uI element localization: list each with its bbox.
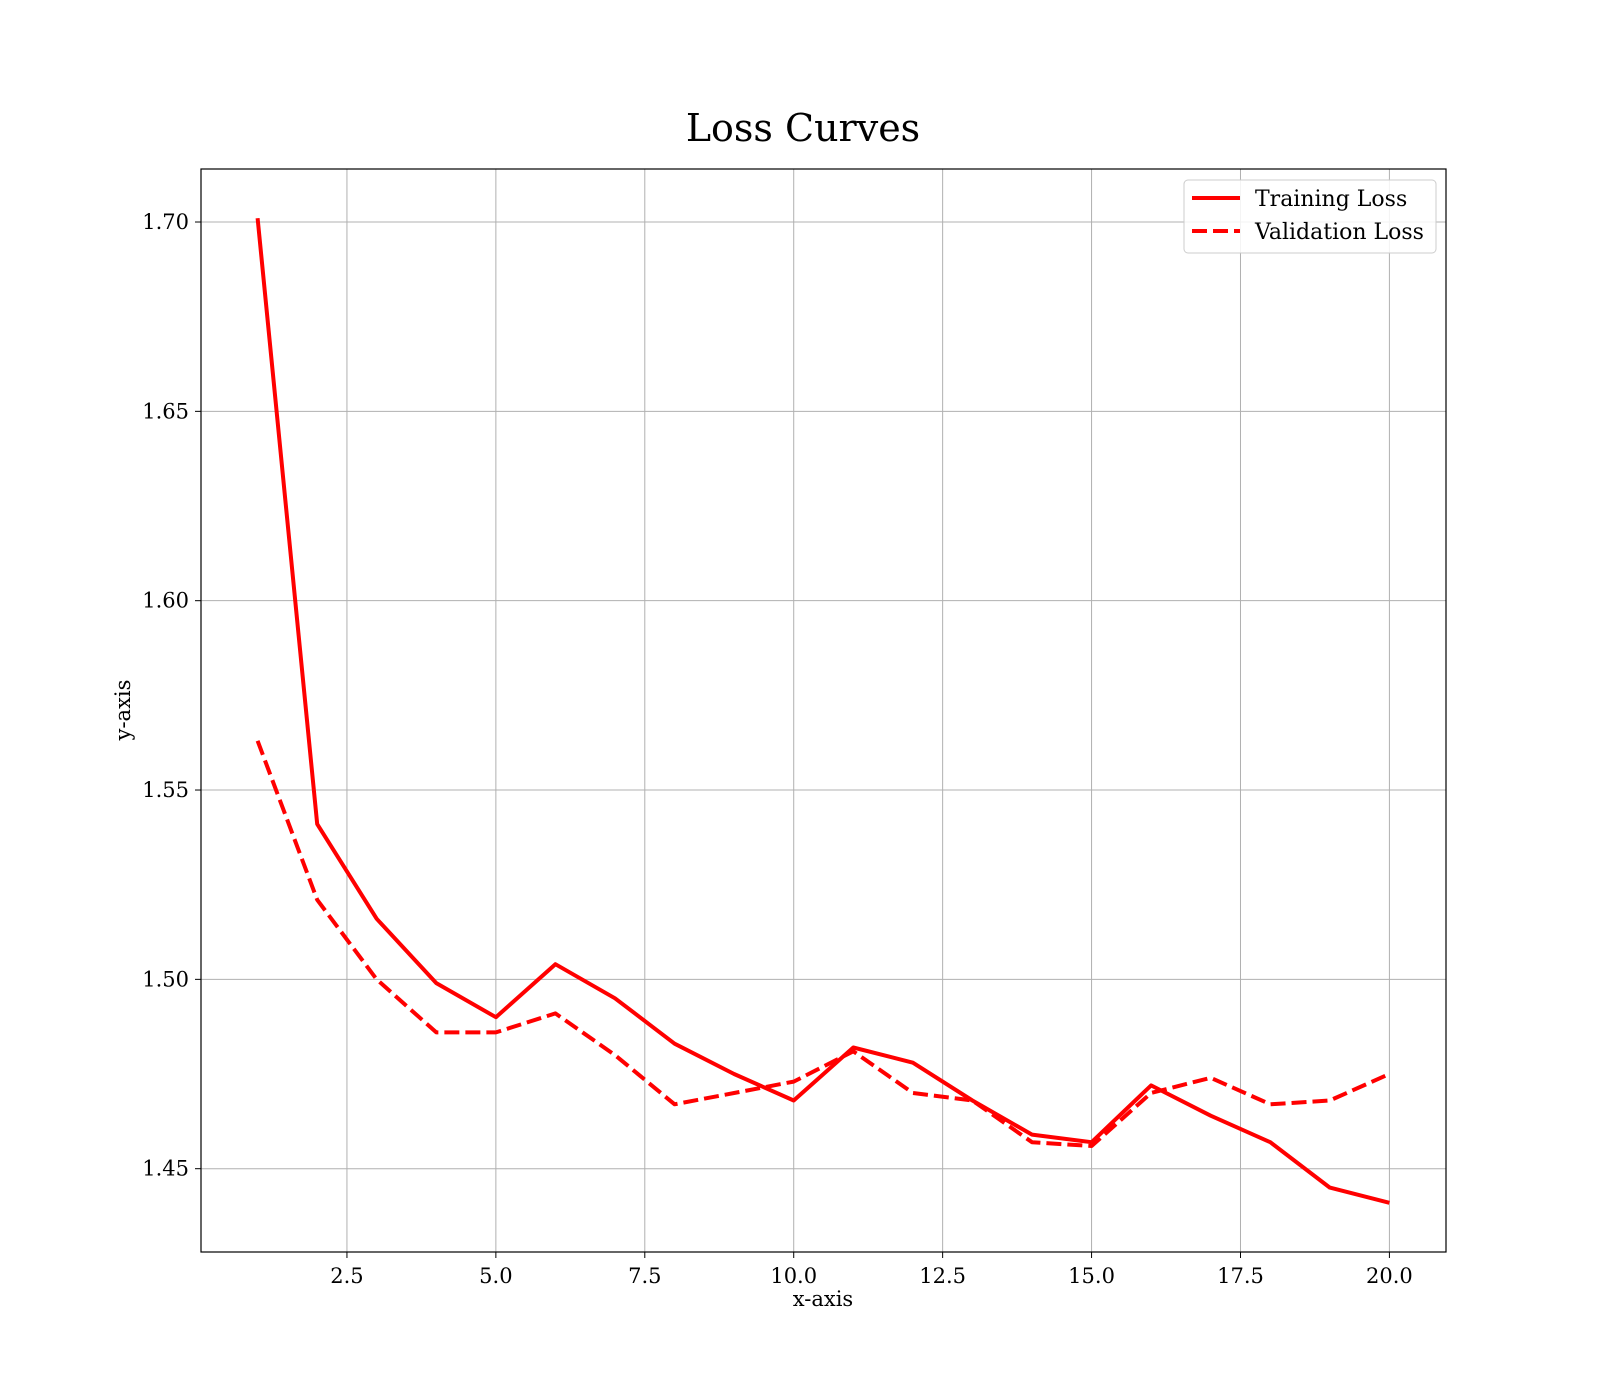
x-axis-label: x-axis — [793, 1287, 853, 1311]
y-tick-label: 1.55 — [142, 778, 189, 802]
y-tick-label: 1.70 — [142, 210, 189, 234]
x-tick-label: 10.0 — [770, 1264, 817, 1288]
y-tick-label: 1.60 — [142, 589, 189, 613]
legend-label-training-loss: Training Loss — [1255, 187, 1407, 212]
y-tick-label: 1.50 — [142, 967, 189, 991]
x-tick-label: 15.0 — [1068, 1264, 1115, 1288]
x-tick-label: 20.0 — [1366, 1264, 1413, 1288]
series-line-validation-loss — [255, 740, 1391, 1148]
grid — [201, 169, 1446, 1252]
x-axis-ticks: 2.5 5.0 7.5 10.0 12.5 15.0 17.5 20.0 — [330, 1252, 1413, 1288]
plot-frame — [200, 168, 1447, 1253]
series-layer — [255, 218, 1391, 1205]
legend: Training Loss Validation Loss — [1183, 179, 1437, 254]
y-tick-label: 1.65 — [142, 399, 189, 423]
legend-box — [1183, 179, 1437, 254]
series-line-training-loss — [255, 218, 1390, 1205]
x-tick-label: 17.5 — [1217, 1264, 1264, 1288]
y-axis-label: y-axis — [111, 680, 135, 742]
x-tick-label: 12.5 — [919, 1264, 966, 1288]
chart-title: Loss Curves — [686, 106, 920, 150]
legend-label-validation-loss: Validation Loss — [1254, 220, 1424, 245]
y-tick-label: 1.45 — [142, 1157, 189, 1181]
x-tick-label: 7.5 — [628, 1264, 661, 1288]
x-tick-label: 5.0 — [479, 1264, 512, 1288]
x-tick-label: 2.5 — [330, 1264, 363, 1288]
y-axis-ticks: 1.45 1.50 1.55 1.60 1.65 1.70 — [142, 210, 201, 1181]
